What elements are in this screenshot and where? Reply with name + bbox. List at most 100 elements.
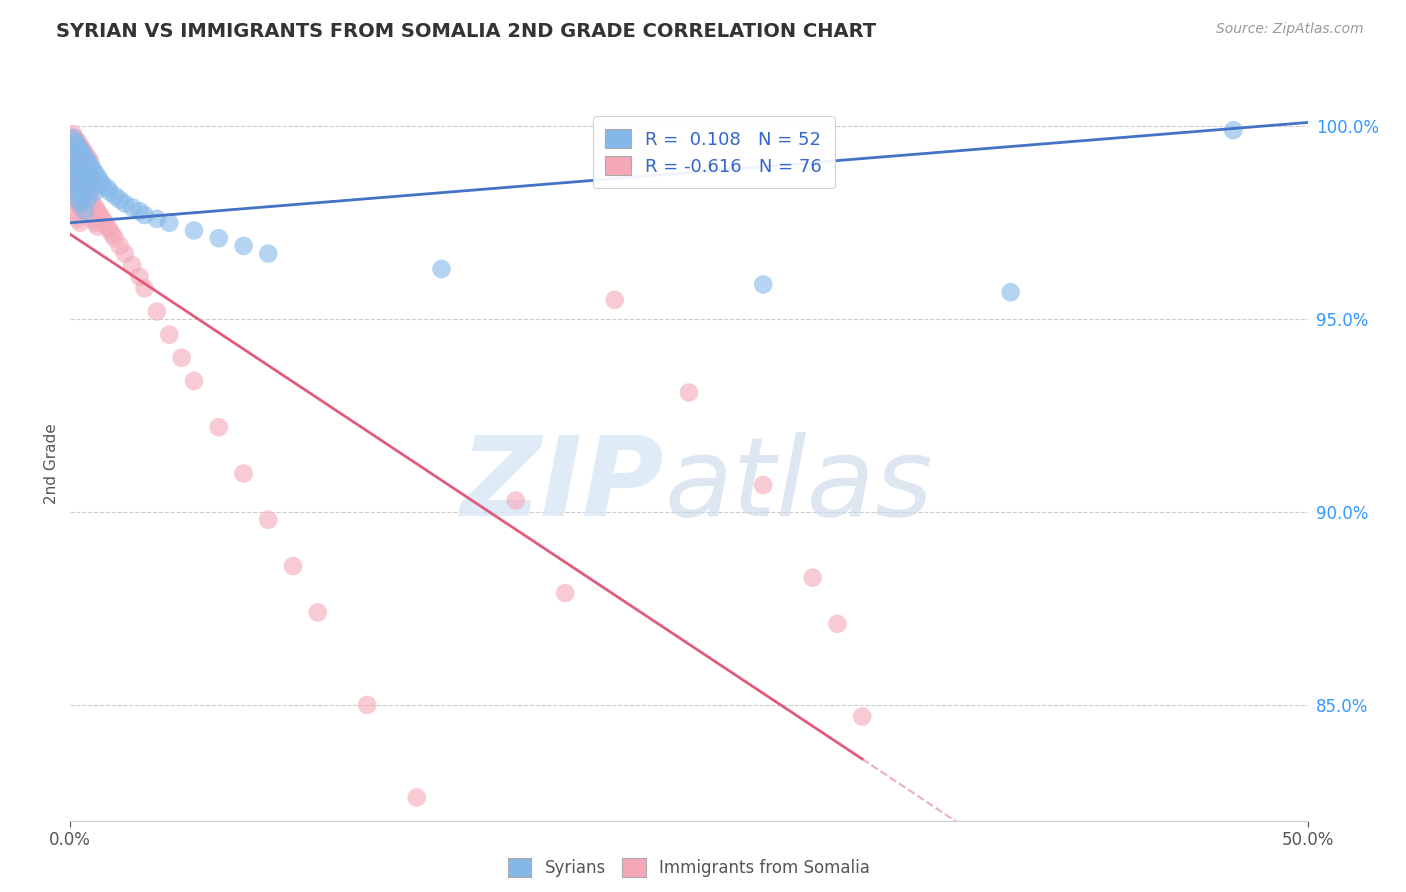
Point: [76, 154, 98, 169]
Point: [62, 166, 84, 180]
Point: [91, 177, 114, 191]
Point: [72, 173, 94, 187]
Point: [62, 173, 84, 187]
Point: [62, 143, 84, 157]
Point: [65, 138, 87, 153]
Point: [72, 158, 94, 172]
Point: [84, 185, 107, 199]
Point: [72, 185, 94, 199]
Point: [65, 146, 87, 161]
Point: [66, 211, 89, 226]
Point: [678, 385, 700, 400]
Point: [65, 161, 87, 176]
Point: [69, 196, 91, 211]
Point: [69, 181, 91, 195]
Point: [157, 327, 180, 342]
Point: [91, 211, 114, 226]
Point: [232, 467, 254, 481]
Point: [456, 883, 478, 892]
Point: [146, 211, 169, 226]
Point: [108, 193, 131, 207]
Point: [65, 169, 87, 184]
Point: [69, 143, 91, 157]
Point: [89, 208, 111, 222]
Point: [208, 231, 231, 245]
Point: [66, 193, 89, 207]
Point: [65, 193, 87, 207]
Point: [257, 246, 280, 260]
Point: [69, 200, 91, 214]
Point: [114, 196, 136, 211]
Point: [554, 586, 576, 600]
Point: [1000, 285, 1022, 300]
Point: [96, 219, 118, 234]
Point: [66, 177, 89, 191]
Point: [75, 204, 97, 219]
Point: [134, 208, 156, 222]
Point: [72, 166, 94, 180]
Point: [66, 177, 89, 191]
Point: [104, 231, 127, 245]
Point: [82, 196, 104, 211]
Point: [79, 154, 101, 169]
Point: [98, 223, 121, 237]
Point: [128, 269, 150, 284]
Point: [505, 493, 527, 508]
Text: ZIP: ZIP: [461, 432, 664, 539]
Point: [69, 138, 91, 153]
Point: [801, 571, 824, 585]
Point: [65, 154, 87, 169]
Point: [157, 216, 180, 230]
Point: [76, 193, 98, 207]
Point: [121, 200, 143, 214]
Point: [65, 135, 87, 149]
Point: [69, 216, 91, 230]
Point: [69, 169, 91, 184]
Point: [183, 223, 205, 237]
Point: [82, 181, 104, 195]
Point: [134, 281, 156, 295]
Point: [66, 166, 89, 180]
Point: [66, 181, 89, 195]
Point: [86, 204, 108, 219]
Point: [89, 173, 111, 187]
Point: [121, 258, 143, 272]
Point: [79, 158, 101, 172]
Point: [257, 513, 280, 527]
Point: [752, 277, 775, 292]
Y-axis label: 2nd Grade: 2nd Grade: [44, 424, 59, 504]
Point: [96, 181, 118, 195]
Point: [65, 177, 87, 191]
Point: [86, 169, 108, 184]
Point: [66, 196, 89, 211]
Point: [170, 351, 193, 365]
Point: [104, 188, 127, 202]
Point: [76, 181, 98, 195]
Point: [75, 146, 97, 161]
Point: [62, 158, 84, 172]
Point: [430, 262, 453, 277]
Point: [114, 246, 136, 260]
Point: [405, 790, 427, 805]
Point: [72, 188, 94, 202]
Point: [65, 131, 87, 145]
Point: [62, 188, 84, 202]
Point: [183, 374, 205, 388]
Point: [66, 138, 89, 153]
Point: [208, 420, 231, 434]
Point: [72, 146, 94, 161]
Point: [76, 166, 98, 180]
Point: [603, 293, 626, 307]
Point: [75, 188, 97, 202]
Point: [1222, 123, 1244, 137]
Point: [69, 161, 91, 176]
Text: Source: ZipAtlas.com: Source: ZipAtlas.com: [1216, 22, 1364, 37]
Point: [66, 150, 89, 164]
Point: [84, 166, 107, 180]
Point: [281, 559, 304, 574]
Point: [75, 161, 97, 176]
Text: SYRIAN VS IMMIGRANTS FROM SOMALIA 2ND GRADE CORRELATION CHART: SYRIAN VS IMMIGRANTS FROM SOMALIA 2ND GR…: [56, 22, 876, 41]
Point: [108, 239, 131, 253]
Point: [82, 211, 104, 226]
Point: [232, 239, 254, 253]
